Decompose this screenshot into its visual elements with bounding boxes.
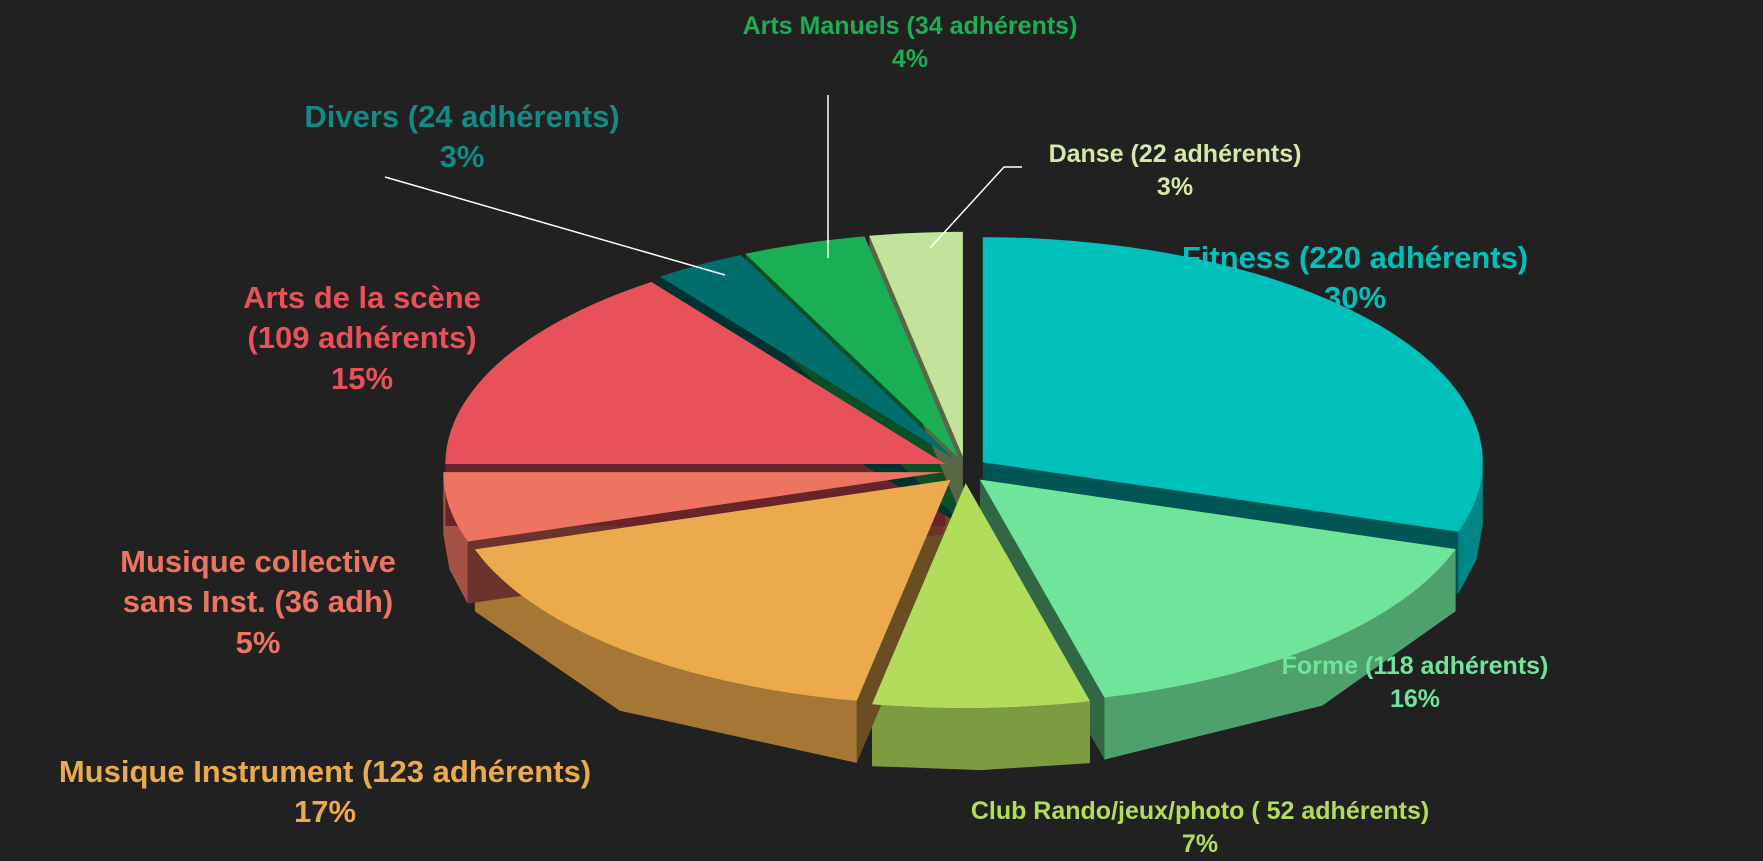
slice: [745, 236, 959, 458]
slice-label: Musique Instrument (123 adhérents) 17%: [5, 752, 645, 833]
slice-name: Musique collective sans Inst. (36 adh): [120, 544, 396, 620]
slice-name: Arts de la scène (109 adhérents): [243, 280, 481, 356]
slice-percent: 7%: [1181, 829, 1219, 858]
slice-name: Forme (118 adhérents): [1281, 652, 1549, 680]
slice-name: Musique Instrument (123 adhérents): [58, 754, 592, 789]
slice-side: [474, 549, 857, 763]
slice-label: Musique collective sans Inst. (36 adh) 5%: [88, 542, 428, 663]
slice-percent: 16%: [1389, 684, 1441, 713]
slice-percent: 30%: [1323, 280, 1387, 316]
slice: [980, 479, 1456, 698]
slice-percent: 5%: [235, 624, 281, 660]
slice-label: Danse (22 adhérents) 3%: [995, 138, 1355, 203]
slice-percent: 3%: [1156, 172, 1194, 201]
slice-name: Club Rando/jeux/photo ( 52 adhérents): [970, 797, 1430, 825]
slice-side: [443, 472, 468, 604]
slice-label: Divers (24 adhérents) 3%: [252, 97, 672, 178]
slice-label: Club Rando/jeux/photo ( 52 adhérents) 7%: [920, 795, 1480, 860]
slice-percent: 17%: [293, 794, 357, 830]
slice-name: Divers (24 adhérents): [304, 99, 620, 134]
slice-side: [872, 701, 1090, 771]
slice: [445, 282, 946, 465]
slice-label: Fitness (220 adhérents) 30%: [1145, 238, 1565, 319]
slice-side: [1104, 549, 1456, 760]
leader-line: [929, 166, 1022, 249]
slice: [869, 231, 963, 457]
slice: [659, 255, 954, 459]
slice-percent: 4%: [891, 44, 929, 73]
slice: [982, 237, 1483, 532]
slice-name: Arts Manuels (34 adhérents): [742, 12, 1078, 40]
slice-label: Arts Manuels (34 adhérents) 4%: [690, 10, 1130, 75]
slice: [443, 472, 944, 542]
slice-label: Forme (118 adhérents) 16%: [1235, 650, 1595, 715]
slice-name: Danse (22 adhérents): [1048, 140, 1302, 168]
slice-percent: 15%: [330, 360, 394, 396]
slice-percent: 3%: [439, 139, 485, 175]
slice-side: [1458, 462, 1483, 594]
slice-name: Fitness (220 adhérents): [1181, 240, 1529, 275]
slice-label: Arts de la scène (109 adhérents) 15%: [212, 278, 512, 399]
slice: [474, 479, 951, 701]
leader-line: [384, 176, 726, 276]
slice: [872, 483, 1091, 709]
